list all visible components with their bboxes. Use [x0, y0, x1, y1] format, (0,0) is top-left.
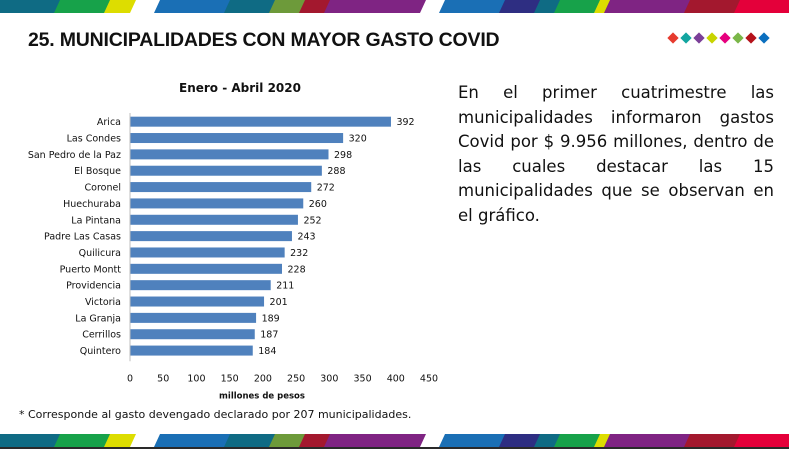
- bar: [130, 247, 285, 258]
- data-label: 272: [317, 183, 335, 194]
- bar: [130, 133, 344, 144]
- bar: [130, 165, 322, 176]
- description-text: En el primer cuatrimestre las municipali…: [458, 83, 774, 225]
- category-label: Puerto Montt: [60, 264, 122, 275]
- data-label: 211: [276, 281, 294, 292]
- data-label: 243: [297, 232, 315, 243]
- stripe-segment: [269, 434, 306, 447]
- x-tick-label: 300: [320, 373, 338, 384]
- category-label: Victoria: [85, 297, 121, 308]
- bar: [130, 231, 292, 242]
- stripe-segment: [554, 0, 606, 13]
- category-label: San Pedro de la Paz: [28, 150, 121, 161]
- stripe-segment: [604, 0, 696, 13]
- stripe-segment: [439, 434, 511, 447]
- stripe-segment: [154, 0, 236, 13]
- bar: [130, 280, 271, 291]
- diamond-icon: [731, 32, 744, 44]
- page-title: 25. MUNICIPALIDADES CON MAYOR GASTO COVI…: [28, 29, 500, 51]
- data-label: 252: [303, 215, 321, 226]
- data-label: 298: [334, 150, 352, 161]
- diamond-icon: [705, 32, 718, 44]
- category-label: La Pintana: [71, 215, 121, 226]
- bar: [130, 345, 253, 356]
- bar: [130, 296, 265, 307]
- bar: [130, 116, 391, 127]
- x-tick-label: 100: [187, 373, 205, 384]
- bar: [130, 182, 312, 193]
- stripe-segment: [54, 434, 116, 447]
- diamond-icon: [744, 32, 757, 44]
- stripe-segment: [554, 434, 606, 447]
- logo-diamonds: [666, 32, 770, 44]
- stripe-segment: [154, 434, 236, 447]
- category-label: Padre Las Casas: [44, 232, 121, 243]
- bar: [130, 149, 329, 160]
- data-label: 184: [258, 346, 276, 357]
- x-tick-label: 200: [254, 373, 272, 384]
- stripe-segment: [104, 434, 136, 447]
- category-label: Cerrillos: [82, 330, 121, 341]
- category-label: La Granja: [75, 313, 121, 324]
- data-label: 201: [270, 297, 288, 308]
- stripe-segment: [499, 434, 546, 447]
- bar: [130, 198, 304, 209]
- diamond-icon: [757, 32, 770, 44]
- data-label: 189: [262, 313, 280, 324]
- diamond-icon: [692, 32, 705, 44]
- category-label: Quintero: [80, 346, 121, 357]
- stripe-segment: [324, 434, 426, 447]
- category-label: Las Condes: [67, 134, 121, 145]
- stripe-segment: [499, 0, 546, 13]
- stripe-segment: [439, 0, 511, 13]
- x-tick-label: 50: [157, 373, 169, 384]
- x-tick-label: 450: [420, 373, 438, 384]
- stripe-segment: [684, 434, 746, 447]
- stripe-segment: [604, 434, 696, 447]
- data-label: 320: [349, 134, 367, 145]
- category-label: El Bosque: [74, 166, 121, 177]
- stripe-segment: [0, 0, 66, 13]
- stripe-segment: [54, 0, 116, 13]
- bar: [130, 312, 257, 323]
- bar: [130, 329, 255, 340]
- category-label: Coronel: [85, 183, 121, 194]
- footnote: * Corresponde al gasto devengado declara…: [19, 408, 412, 421]
- data-label: 232: [290, 248, 308, 259]
- category-label: Providencia: [66, 281, 121, 292]
- x-axis-label: millones de pesos: [219, 391, 305, 400]
- diamond-icon: [718, 32, 731, 44]
- decorative-stripe-top: [0, 0, 789, 13]
- bar: [130, 214, 298, 225]
- stripe-segment: [684, 0, 746, 13]
- diamond-icon: [666, 32, 679, 44]
- x-tick-label: 350: [353, 373, 371, 384]
- x-tick-label: 150: [221, 373, 239, 384]
- x-tick-label: 250: [287, 373, 305, 384]
- stripe-segment: [0, 434, 66, 447]
- bar-chart: Arica 392 Las Condes 320 San Pedro de la Paz…: [28, 113, 438, 400]
- category-label: Huechuraba: [63, 199, 121, 210]
- decorative-stripe-bottom: [0, 434, 789, 447]
- stripe-segment: [224, 0, 281, 13]
- data-label: 288: [327, 166, 345, 177]
- chart-title: Enero - Abril 2020: [179, 81, 301, 95]
- data-label: 392: [396, 117, 414, 128]
- diamond-icon: [679, 32, 692, 44]
- data-label: 228: [287, 264, 305, 275]
- stripe-segment: [324, 0, 426, 13]
- stripe-segment: [269, 0, 306, 13]
- stripe-segment: [734, 434, 789, 447]
- stripe-segment: [104, 0, 136, 13]
- data-label: 260: [309, 199, 327, 210]
- stripe-segment: [224, 434, 281, 447]
- stripe-segment: [734, 0, 789, 13]
- bar: [130, 263, 282, 274]
- x-tick-label: 400: [387, 373, 405, 384]
- bottom-border: [0, 447, 789, 449]
- category-label: Quilicura: [79, 248, 121, 259]
- x-tick-label: 0: [127, 373, 133, 384]
- category-label: Arica: [97, 117, 121, 128]
- data-label: 187: [260, 330, 278, 341]
